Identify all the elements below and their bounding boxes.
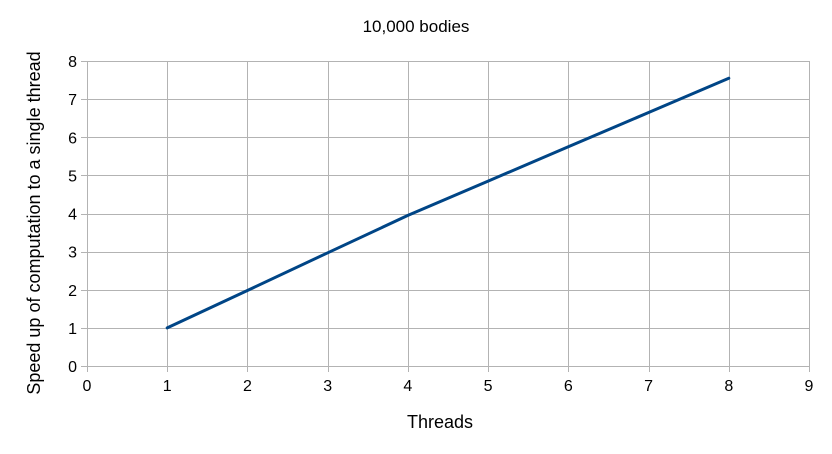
y-tick-label: 5	[68, 168, 77, 185]
y-axis-title: Speed up of computation to a single thre…	[24, 51, 44, 394]
x-tick-label: 3	[323, 378, 332, 395]
series-line	[165, 76, 731, 330]
x-tick-label: 9	[805, 378, 814, 395]
x-axis-title: Threads	[407, 412, 473, 432]
x-tick-label: 8	[724, 378, 733, 395]
x-tick-label: 0	[83, 378, 92, 395]
chart-title: 10,000 bodies	[363, 17, 470, 36]
x-tick-label: 2	[243, 378, 252, 395]
y-tick-label: 0	[68, 359, 77, 376]
x-tick-labels: 0 1 2 3 4 5 6 7 8 9	[83, 378, 814, 395]
series-group	[165, 76, 731, 330]
x-tick-label: 1	[163, 378, 172, 395]
y-tick-label: 7	[68, 92, 77, 109]
x-tick-label: 7	[644, 378, 653, 395]
y-tick-label: 2	[68, 283, 77, 300]
x-tick-label: 6	[564, 378, 573, 395]
gridlines	[81, 61, 810, 372]
y-tick-label: 3	[68, 245, 77, 262]
x-tick-label: 5	[484, 378, 493, 395]
y-tick-labels: 0 1 2 3 4 5 6 7 8	[68, 54, 77, 376]
y-tick-label: 4	[68, 207, 77, 224]
y-tick-label: 6	[68, 130, 77, 147]
x-tick-label: 4	[403, 378, 412, 395]
y-tick-label: 8	[68, 54, 77, 71]
y-tick-label: 1	[68, 321, 77, 338]
